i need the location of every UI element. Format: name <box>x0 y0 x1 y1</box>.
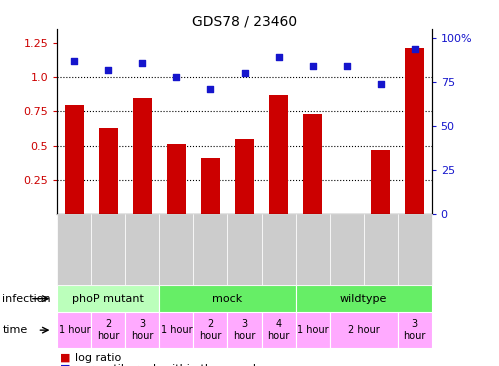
Point <box>104 67 112 73</box>
Bar <box>125 312 160 348</box>
Bar <box>261 312 295 348</box>
Point <box>377 81 385 87</box>
Text: 3
hour: 3 hour <box>131 319 154 341</box>
Bar <box>194 312 228 348</box>
Bar <box>303 114 322 214</box>
Bar <box>235 139 254 214</box>
Point <box>207 86 215 92</box>
Bar <box>160 312 194 348</box>
Point <box>173 74 181 80</box>
Text: wildtype: wildtype <box>340 294 387 304</box>
Text: 2
hour: 2 hour <box>199 319 222 341</box>
Bar <box>295 312 329 348</box>
Text: percentile rank within the sample: percentile rank within the sample <box>75 363 263 366</box>
Text: time: time <box>2 325 28 335</box>
Text: mock: mock <box>213 294 243 304</box>
Bar <box>228 312 261 348</box>
Point <box>241 70 249 76</box>
Bar <box>91 312 125 348</box>
Text: 3
hour: 3 hour <box>403 319 426 341</box>
Point <box>411 46 419 52</box>
Text: log ratio: log ratio <box>75 352 121 363</box>
Text: 3
hour: 3 hour <box>234 319 255 341</box>
Text: infection: infection <box>2 294 51 304</box>
Bar <box>167 144 186 214</box>
Point <box>138 60 146 66</box>
Text: 1 hour: 1 hour <box>58 325 90 335</box>
Bar <box>57 285 160 312</box>
Bar <box>295 285 432 312</box>
Point <box>308 63 316 69</box>
Bar <box>133 98 152 214</box>
Bar <box>371 150 390 214</box>
Text: ■: ■ <box>60 363 70 366</box>
Text: phoP mutant: phoP mutant <box>72 294 144 304</box>
Bar <box>160 285 295 312</box>
Text: 2 hour: 2 hour <box>348 325 379 335</box>
Text: 2
hour: 2 hour <box>97 319 120 341</box>
Title: GDS78 / 23460: GDS78 / 23460 <box>192 14 297 28</box>
Text: 1 hour: 1 hour <box>297 325 328 335</box>
Bar <box>405 48 424 214</box>
Text: ■: ■ <box>60 352 70 363</box>
Bar <box>269 95 288 214</box>
Text: 4
hour: 4 hour <box>267 319 290 341</box>
Bar <box>99 128 118 214</box>
Point <box>274 55 282 60</box>
Bar <box>57 312 91 348</box>
Text: 1 hour: 1 hour <box>161 325 192 335</box>
Point <box>343 63 351 69</box>
Bar <box>65 105 84 214</box>
Bar <box>329 312 398 348</box>
Point <box>70 58 78 64</box>
Bar <box>398 312 432 348</box>
Bar <box>201 158 220 214</box>
